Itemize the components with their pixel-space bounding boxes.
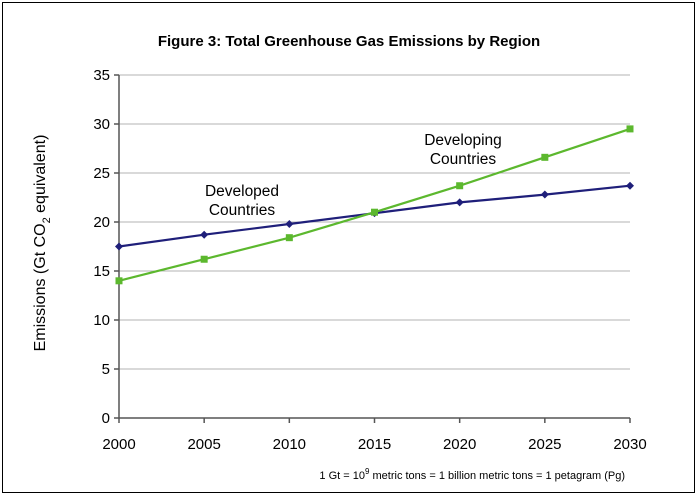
y-tick-label-30: 30 [93,116,110,133]
y-tick-label-10: 10 [93,312,110,329]
emissions-line-chart: Figure 3: Total Greenhouse Gas Emissions… [32,33,647,482]
gridlines [119,74,630,370]
developing-countries-line [118,127,631,282]
developed-countries-point-2010 [285,219,294,228]
y-tick-label-20: 20 [93,214,110,231]
x-tick-label-2025: 2025 [528,436,561,453]
developing-countries-point-2020 [456,182,464,190]
developing-countries-point-2030 [626,125,634,133]
series-layer [115,125,634,285]
developing-countries-point-2005 [200,255,208,263]
y-tick-label-0: 0 [102,410,110,427]
y-tick-label-35: 35 [93,67,110,84]
developing-countries-point-2000 [115,277,123,285]
x-tick-label-2020: 2020 [443,436,476,453]
developed-countries-point-2030 [626,181,634,190]
x-tick-label-2010: 2010 [273,436,306,453]
developed-label-line-1: Developed [205,183,279,200]
chart-title: Figure 3: Total Greenhouse Gas Emissions… [158,33,540,50]
developing-label-line-1: Developing [424,132,502,149]
developed-countries-point-2000 [115,242,123,251]
y-tick-label-15: 15 [93,263,110,280]
developing-countries-point-2015 [371,208,378,216]
developed-label-line-2: Countries [209,202,276,219]
y-axis-label: Emissions (Gt CO2 equivalent) [32,135,53,352]
x-axis-ticks: 2000 2005 2010 2015 2020 2025 2030 [102,418,647,453]
developed-countries-point-2025 [540,190,549,199]
developed-countries-point-2005 [200,230,209,239]
y-tick-label-5: 5 [102,361,110,378]
chart-frame: Figure 3: Total Greenhouse Gas Emissions… [2,2,695,493]
developing-label-line-2: Countries [430,151,497,168]
x-tick-label-2015: 2015 [358,436,391,453]
x-tick-label-2000: 2000 [102,436,135,453]
developing-countries-point-2010 [285,234,293,242]
developed-countries-point-2020 [455,198,464,207]
footnote: 1 Gt = 109 metric tons = 1 billion metri… [319,467,625,482]
x-tick-label-2005: 2005 [187,436,220,453]
y-tick-label-25: 25 [93,165,110,182]
y-axis-ticks: 0 5 10 15 20 25 30 35 [93,67,119,427]
developing-countries-point-2025 [541,153,549,161]
x-tick-label-2030: 2030 [613,436,646,453]
